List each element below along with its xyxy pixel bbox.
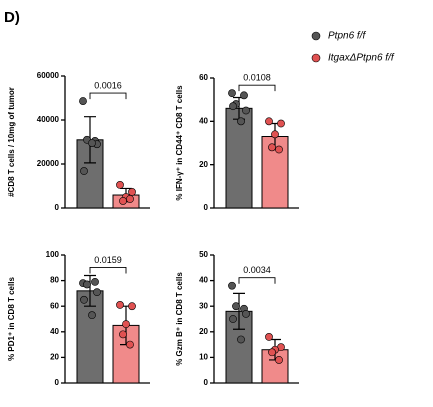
data-point: [88, 139, 96, 147]
y-tick-label: 100: [46, 250, 60, 259]
data-point: [122, 320, 130, 329]
error-bar: [233, 292, 245, 330]
y-tick-label: 60000: [37, 71, 60, 80]
data-point: [80, 295, 88, 304]
data-point: [271, 130, 279, 139]
data-point: [83, 280, 91, 289]
data-point: [265, 333, 273, 341]
data-point: [126, 195, 134, 203]
p-value: 0.0034: [243, 265, 271, 275]
significance-bracket: [89, 92, 127, 100]
significance-bracket: [238, 84, 276, 92]
data-point: [91, 277, 99, 286]
y-axis-label: % IFN-γ⁺ in CD44⁺ CD8 T cells: [175, 85, 184, 201]
legend-marker: [311, 53, 321, 63]
y-tick-label: 60: [50, 301, 59, 310]
y-tick-label: 20: [199, 160, 208, 169]
p-value: 0.0016: [94, 80, 122, 90]
data-point: [126, 340, 134, 349]
data-point: [119, 330, 127, 339]
data-point: [79, 97, 87, 105]
significance-bracket: [238, 277, 276, 284]
data-point: [88, 311, 96, 320]
y-tick-label: 40000: [37, 115, 60, 124]
y-tick-label: 20000: [37, 159, 60, 168]
data-point: [229, 315, 237, 323]
data-point: [277, 119, 285, 128]
y-tick-label: 40: [50, 327, 59, 336]
y-tick-label: 0: [204, 378, 209, 387]
data-point: [128, 302, 136, 311]
error-bar: [84, 274, 96, 307]
data-point: [242, 309, 250, 318]
y-tick-label: 10: [199, 353, 208, 362]
data-point: [232, 302, 240, 311]
data-point: [116, 301, 124, 309]
data-point: [268, 348, 276, 357]
y-tick-label: 0: [204, 203, 209, 212]
data-point: [93, 288, 101, 297]
legend-marker: [311, 31, 321, 41]
data-point: [80, 167, 88, 175]
data-point: [275, 356, 283, 364]
y-tick-label: 40: [199, 276, 208, 285]
y-tick-label: 40: [199, 116, 208, 125]
data-point: [275, 145, 283, 154]
y-tick-label: 50: [199, 250, 208, 259]
data-point: [228, 281, 236, 290]
panel-label: D): [4, 9, 20, 26]
data-point: [128, 188, 136, 196]
data-point: [229, 102, 237, 111]
data-point: [265, 117, 273, 126]
data-point: [237, 335, 245, 344]
y-tick-label: 80: [50, 276, 59, 285]
y-tick-label: 60: [199, 73, 208, 82]
y-tick-label: 20: [50, 353, 59, 362]
data-point: [268, 143, 276, 152]
y-tick-label: 0: [55, 378, 60, 387]
y-tick-label: 0: [55, 203, 60, 212]
p-value: 0.0159: [94, 255, 122, 265]
bar: [225, 107, 253, 209]
data-point: [116, 180, 124, 189]
legend-label: ItgaxΔPtpn6 f/f: [328, 53, 395, 64]
data-point: [240, 91, 248, 100]
y-axis-label: #CD8 T cells / 10mg of tumor: [7, 87, 16, 197]
significance-bracket: [89, 267, 127, 274]
data-point: [237, 117, 245, 126]
legend-label: Ptpn6 f/f: [328, 31, 366, 42]
data-point: [242, 106, 250, 115]
y-axis-label: % Gzm B⁺ in CD8 T cells: [175, 272, 184, 366]
y-tick-label: 30: [199, 301, 208, 310]
p-value: 0.0108: [243, 73, 271, 83]
y-tick-label: 20: [199, 327, 208, 336]
data-point: [228, 89, 236, 98]
y-axis-label: % PD1⁺ in CD8 T cells: [7, 277, 16, 361]
data-point: [119, 197, 127, 205]
